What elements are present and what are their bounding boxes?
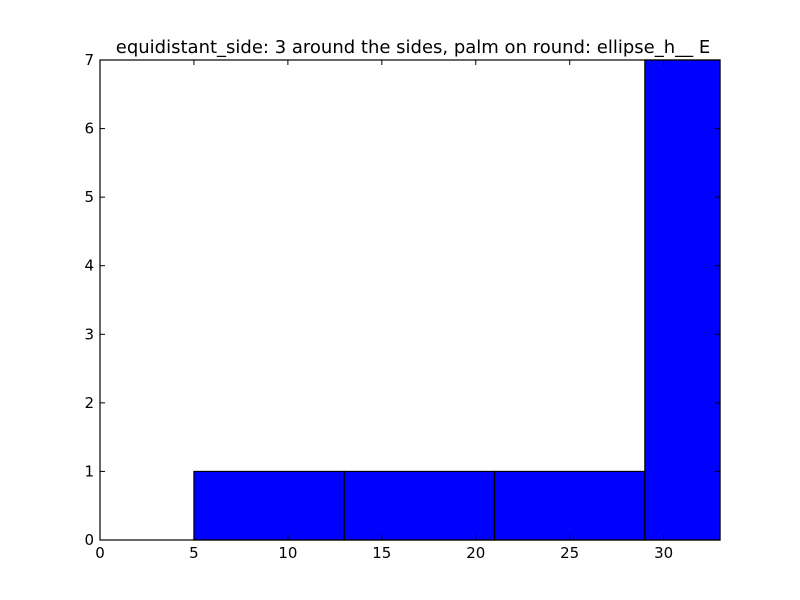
y-tick-label: 5 [84, 188, 94, 206]
y-tick-label: 4 [84, 257, 94, 275]
axes-group: 0 5 10 15 20 25 30 0 1 2 3 4 5 6 7 [84, 51, 721, 562]
x-tick-label: 15 [372, 544, 391, 562]
y-tick-label: 2 [84, 394, 94, 412]
y-tick-label: 7 [84, 51, 94, 69]
y-tick-label: 6 [84, 120, 94, 138]
histogram-bar-2 [343, 470, 496, 541]
histogram-bar-3 [493, 470, 646, 541]
x-tick-label: 5 [189, 544, 199, 562]
bars-group [193, 59, 721, 541]
y-tick-label: 0 [84, 531, 94, 549]
x-tick-label: 30 [654, 544, 673, 562]
x-tick-label: 25 [560, 544, 579, 562]
histogram-bar-4 [644, 59, 721, 541]
y-tick-label: 3 [84, 325, 94, 343]
y-tick-label: 1 [84, 462, 94, 480]
x-tick-label: 10 [278, 544, 297, 562]
histogram-bar-1 [193, 470, 345, 541]
chart-title: equidistant_side: 3 around the sides, pa… [116, 37, 710, 58]
x-tick-label: 20 [466, 544, 485, 562]
x-tick-label: 0 [95, 544, 105, 562]
plot-frame [99, 59, 721, 541]
